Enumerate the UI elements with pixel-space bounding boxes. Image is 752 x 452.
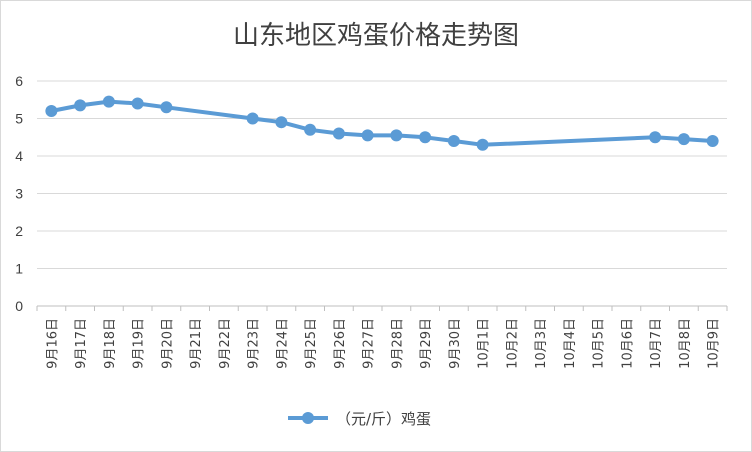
x-tick-label: 9月16日 — [45, 318, 60, 369]
x-tick-label: 9月17日 — [74, 318, 89, 369]
x-tick-label: 10月6日 — [620, 318, 635, 369]
data-point — [246, 112, 259, 125]
legend-label: （元/斤）鸡蛋 — [336, 410, 431, 428]
x-tick-label: 9月19日 — [132, 318, 147, 369]
x-tick-label: 9月22日 — [218, 318, 233, 369]
x-tick-label: 9月28日 — [390, 318, 405, 369]
legend: （元/斤）鸡蛋 — [288, 410, 431, 428]
data-point — [275, 116, 288, 129]
data-point — [102, 95, 115, 108]
x-tick-label: 9月18日 — [103, 318, 118, 369]
series-layer — [45, 95, 719, 151]
y-tick-label: 6 — [15, 73, 23, 89]
gridlines — [36, 80, 728, 311]
data-point — [74, 99, 87, 112]
data-point — [304, 123, 317, 136]
data-point — [447, 135, 460, 147]
legend-marker-swatch — [302, 412, 314, 424]
x-tick-label: 9月30日 — [448, 318, 463, 369]
y-tick-label: 2 — [15, 223, 23, 239]
data-point — [45, 105, 58, 117]
data-point — [677, 133, 690, 146]
x-tick-label: 9月23日 — [247, 318, 262, 369]
x-tick-label: 9月20日 — [160, 318, 175, 369]
data-point — [476, 138, 489, 151]
y-tick-label: 1 — [15, 261, 23, 277]
data-point — [332, 127, 345, 140]
x-tick-label: 10月5日 — [592, 318, 607, 369]
chart-title: 山东地区鸡蛋价格走势图 — [233, 21, 519, 51]
x-tick-label: 10月7日 — [649, 318, 664, 369]
x-tick-label: 10月1日 — [477, 318, 492, 369]
data-point — [160, 101, 173, 114]
x-tick-label: 9月26日 — [333, 318, 348, 369]
y-axis-ticks: 0 1 2 3 4 5 6 — [15, 73, 23, 314]
series-line — [49, 99, 715, 147]
data-point — [649, 131, 662, 144]
x-tick-label: 10月3日 — [534, 318, 549, 369]
x-tick-label: 9月21日 — [189, 318, 204, 369]
data-point — [131, 97, 144, 110]
y-tick-label: 5 — [15, 111, 23, 127]
x-tick-label: 10月2日 — [505, 318, 520, 369]
x-tick-label: 9月29日 — [419, 318, 434, 369]
x-tick-label: 10月4日 — [563, 318, 578, 369]
data-point — [706, 135, 719, 147]
x-tick-label: 10月9日 — [707, 318, 722, 369]
x-tick-label: 9月25日 — [304, 318, 319, 369]
data-point — [419, 131, 432, 144]
data-point — [390, 129, 403, 142]
x-tick-label: 10月8日 — [678, 318, 693, 369]
data-point — [361, 129, 374, 142]
x-tick-label: 9月27日 — [362, 318, 377, 369]
x-axis-ticks: 9月16日 9月17日 9月18日 9月19日 9月20日 9月21日 9月22日 9月23日… — [45, 318, 721, 369]
x-tick-label: 9月24日 — [275, 318, 290, 369]
y-tick-label: 0 — [15, 298, 23, 314]
y-tick-label: 3 — [15, 186, 23, 202]
y-tick-label: 4 — [15, 148, 23, 164]
